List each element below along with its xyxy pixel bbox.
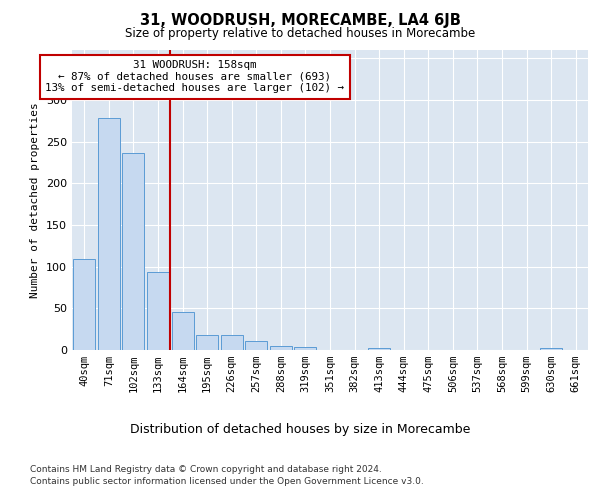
- Text: 31 WOODRUSH: 158sqm
← 87% of detached houses are smaller (693)
13% of semi-detac: 31 WOODRUSH: 158sqm ← 87% of detached ho…: [46, 60, 344, 93]
- Bar: [245, 341, 268, 350]
- Bar: [73, 259, 95, 350]
- Bar: [221, 335, 243, 350]
- Text: Size of property relative to detached houses in Morecambe: Size of property relative to detached ho…: [125, 28, 475, 40]
- Bar: [172, 312, 194, 350]
- Text: 31, WOODRUSH, MORECAMBE, LA4 6JB: 31, WOODRUSH, MORECAMBE, LA4 6JB: [140, 12, 460, 28]
- Bar: [98, 118, 120, 350]
- Y-axis label: Number of detached properties: Number of detached properties: [31, 102, 40, 298]
- Bar: [368, 348, 390, 350]
- Bar: [270, 346, 292, 350]
- Bar: [196, 335, 218, 350]
- Bar: [122, 154, 145, 350]
- Bar: [295, 346, 316, 350]
- Text: Contains public sector information licensed under the Open Government Licence v3: Contains public sector information licen…: [30, 478, 424, 486]
- Text: Contains HM Land Registry data © Crown copyright and database right 2024.: Contains HM Land Registry data © Crown c…: [30, 465, 382, 474]
- Text: Distribution of detached houses by size in Morecambe: Distribution of detached houses by size …: [130, 422, 470, 436]
- Bar: [147, 272, 169, 350]
- Bar: [540, 348, 562, 350]
